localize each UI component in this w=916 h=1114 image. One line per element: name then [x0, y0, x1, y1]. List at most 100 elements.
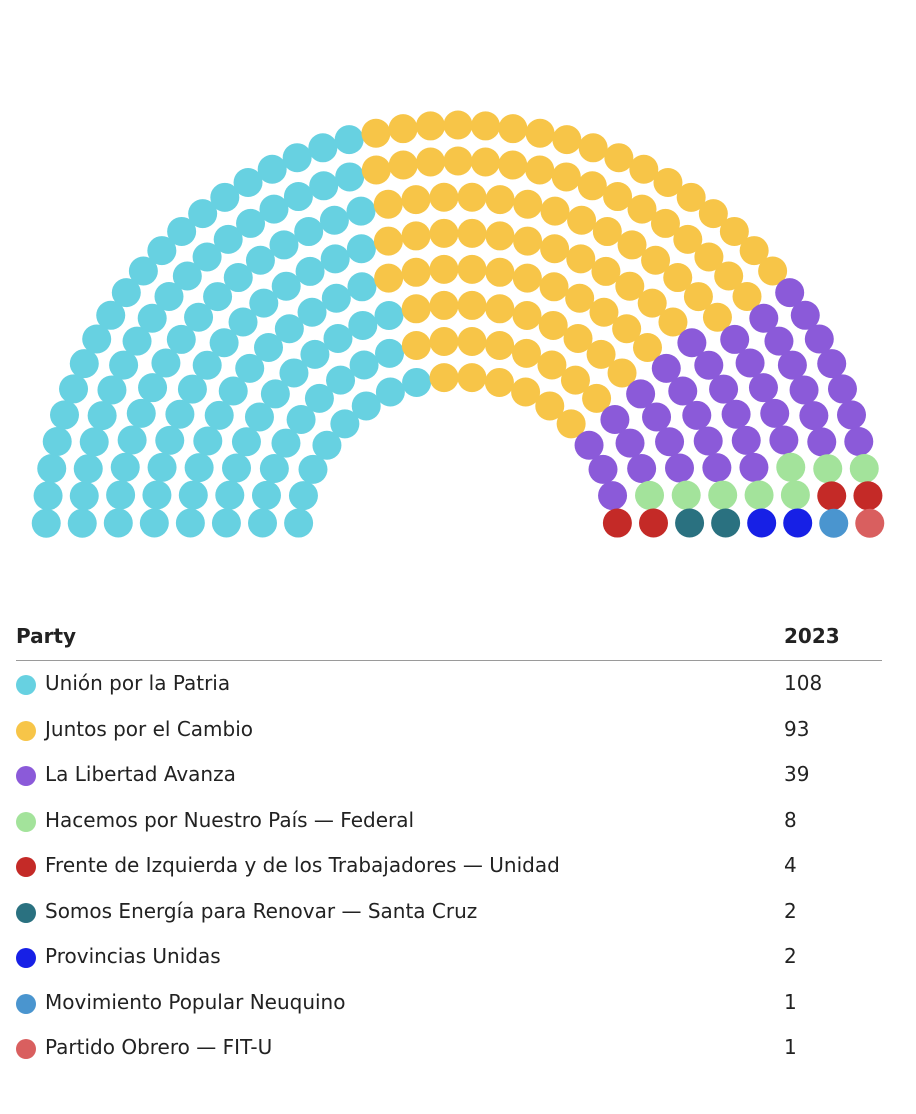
legend-rows: Unión por la Patria 108 Juntos por el Camb…: [16, 661, 882, 1071]
seat-dot: [361, 155, 391, 185]
seat-dot: [739, 452, 769, 482]
seat-dot: [589, 297, 619, 327]
seat-dot: [245, 245, 275, 275]
seat-dot: [97, 375, 127, 405]
seat-dot: [235, 353, 265, 383]
legend-swatch: [16, 948, 36, 968]
seat-dot: [416, 147, 446, 177]
seat-dot: [776, 452, 806, 482]
seat-dot: [236, 208, 266, 238]
seat-dot: [653, 168, 683, 198]
seat-dot: [254, 333, 283, 362]
seat-dot: [308, 133, 338, 163]
seat-count: 108: [784, 671, 823, 695]
seat-dot: [511, 338, 541, 368]
seat-dot: [122, 326, 152, 356]
seat-dot: [641, 245, 671, 275]
seat-dot: [69, 349, 99, 379]
seat-dot: [166, 324, 196, 354]
seat-dot: [668, 376, 698, 406]
seat-dot: [346, 234, 376, 264]
seat-dot: [485, 185, 515, 215]
seat-dot: [288, 481, 318, 511]
seat-dot: [154, 281, 184, 311]
seat-dot: [739, 236, 769, 266]
seat-dot: [103, 508, 133, 538]
seat-dot: [777, 350, 807, 380]
seat-dot: [429, 218, 459, 248]
party-name: Provincias Unidas: [45, 944, 221, 968]
seat-dot: [485, 221, 515, 251]
party-name: Hacemos por Nuestro País — Federal: [45, 807, 415, 832]
seat-dot: [748, 373, 778, 403]
seat-dot: [213, 224, 243, 254]
seat-dot: [167, 216, 197, 246]
seat-dot: [110, 452, 140, 482]
seat-dot: [274, 314, 304, 344]
legend-swatch: [16, 857, 36, 877]
seat-dot: [283, 182, 313, 212]
legend-row: Frente de Izquierda y de los Trabajadore…: [16, 843, 882, 889]
seat-dot: [138, 373, 168, 403]
seat-dot: [498, 150, 528, 180]
seat-dot: [711, 508, 741, 538]
seat-dot: [775, 278, 805, 308]
seat-dot: [151, 348, 181, 378]
seat-dot: [175, 508, 205, 538]
seat-dot: [218, 376, 248, 406]
seat-dot: [512, 263, 542, 293]
seat-dot: [335, 162, 365, 192]
seat-dot: [617, 230, 647, 260]
seat-dot: [188, 199, 218, 229]
seat-dot: [849, 453, 879, 483]
seat-dot: [702, 453, 732, 483]
seat-dot: [709, 374, 739, 404]
seat-dot: [790, 300, 820, 330]
seat-dot: [297, 297, 327, 327]
seat-dot: [702, 302, 732, 332]
legend-row: Provincias Unidas 2: [16, 934, 882, 980]
seat-dot: [837, 400, 866, 430]
seat-dot: [683, 282, 713, 312]
seat-dot: [551, 162, 581, 192]
seat-dot: [651, 353, 681, 383]
seat-dot: [457, 327, 487, 356]
party-name: Unión por la Patria: [45, 671, 231, 695]
seat-dot: [401, 330, 431, 360]
seat-dot: [764, 326, 794, 356]
seat-dot: [744, 480, 774, 510]
seat-dot: [249, 288, 279, 318]
seat-dot: [300, 339, 330, 369]
seat-dot: [304, 383, 334, 413]
seat-dot: [374, 301, 404, 330]
seat-dot: [633, 333, 662, 362]
seat-dot: [309, 171, 339, 201]
seat-dot: [827, 374, 857, 404]
seat-dot: [402, 367, 432, 397]
seat-dot: [388, 150, 418, 180]
seat-dot: [215, 480, 245, 510]
seat-dot: [319, 205, 349, 235]
seat-dot: [321, 283, 351, 313]
legend-row: Movimiento Popular Neuquino 1: [16, 980, 882, 1026]
seat-dot: [330, 409, 360, 439]
party-name: Frente de Izquierda y de los Trabajadore…: [45, 853, 560, 877]
seat-dot: [747, 508, 777, 538]
seat-dot: [470, 147, 500, 177]
seat-dot: [282, 143, 312, 173]
seat-dot: [415, 111, 445, 141]
seat-dot: [373, 226, 403, 256]
seat-dot: [222, 453, 251, 483]
seat-dot: [284, 508, 314, 538]
seat-dot: [658, 307, 688, 337]
seat-dot: [401, 221, 431, 251]
legend-swatch: [16, 902, 36, 923]
legend-swatch: [16, 993, 36, 1014]
seat-dot: [671, 480, 701, 510]
seat-dot: [591, 256, 621, 286]
seat-dot: [31, 508, 61, 538]
seat-dot: [535, 391, 565, 421]
seat-dot: [260, 379, 290, 409]
seat-dot: [615, 428, 645, 458]
seat-dot: [351, 391, 381, 421]
